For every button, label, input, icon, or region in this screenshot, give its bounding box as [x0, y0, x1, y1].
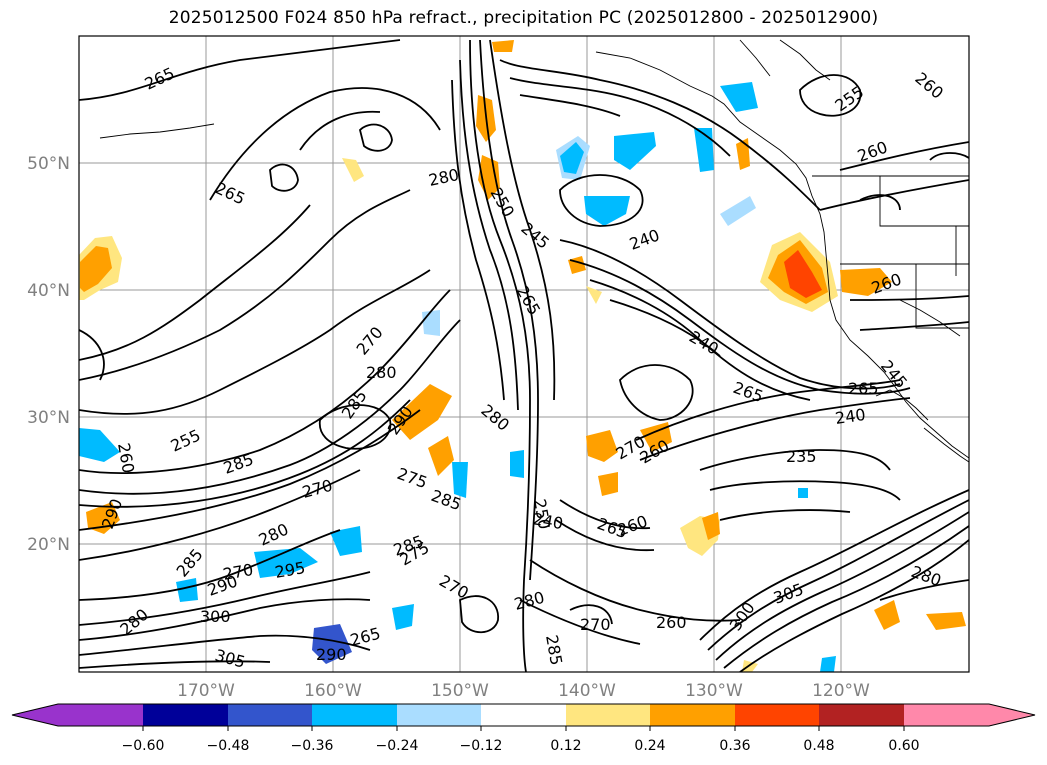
colorbar-segment [650, 704, 735, 726]
precip-patch [452, 462, 468, 498]
precip-patch [840, 268, 892, 296]
precip-patch [510, 450, 524, 478]
colorbar-segment [566, 704, 650, 726]
precip-patch [720, 196, 756, 226]
colorbar-segment [312, 704, 397, 726]
colorbar-tick-label: −0.36 [291, 738, 334, 754]
contour-label: 240 [834, 405, 867, 428]
colorbar-segment [228, 704, 312, 726]
contour-label: 265 [848, 379, 879, 398]
contour-label: 290 [316, 645, 347, 664]
colorbar-tick-label: 0.60 [888, 738, 919, 754]
lon-label: 120°W [812, 681, 870, 701]
lon-label: 170°W [177, 681, 235, 701]
precip-patch [80, 246, 112, 292]
lon-label: 140°W [558, 681, 616, 701]
contour-label: 270 [580, 615, 611, 634]
map-border [78, 35, 970, 673]
contour-label: 235 [786, 447, 817, 466]
precip-patch [492, 40, 514, 52]
precip-patch [342, 158, 364, 182]
precip-patch [422, 310, 440, 336]
colorbar-extend-low [12, 704, 58, 726]
colorbar-tick-label: 0.12 [550, 738, 581, 754]
precip-patch [586, 430, 618, 462]
precip-patch [702, 512, 720, 540]
lat-label: 50°N [27, 154, 70, 174]
precip-patch [614, 132, 656, 170]
precip-patch [874, 600, 900, 630]
colorbar-tick-label: −0.48 [207, 738, 250, 754]
contour-label: 280 [366, 363, 397, 382]
contour-label: 300 [200, 607, 231, 626]
colorbar-segment [904, 704, 989, 726]
precip-patch [798, 488, 808, 498]
colorbar-segment [143, 704, 228, 726]
colorbar-tick-label: −0.12 [460, 738, 503, 754]
lat-label: 30°N [27, 408, 70, 428]
precip-patch [598, 472, 618, 496]
lat-tick-labels: 50°N 40°N 30°N 20°N [27, 154, 70, 555]
lon-label: 160°W [304, 681, 362, 701]
colorbar-extend-high [989, 704, 1035, 726]
precip-patch [330, 526, 362, 556]
colorbar-tick-label: 0.24 [634, 738, 665, 754]
precip-patch [584, 196, 630, 226]
lon-label: 150°W [431, 681, 489, 701]
lon-tick-labels: 170°W 160°W 150°W 140°W 130°W 120°W [177, 681, 870, 701]
refractivity-contours [79, 39, 969, 672]
precip-patch [560, 142, 584, 174]
precip-shading [79, 40, 966, 672]
colorbar-segment [735, 704, 819, 726]
colorbar-outline [11, 703, 1036, 727]
precip-patch [926, 612, 966, 630]
precip-patch [392, 604, 414, 630]
map-title: 2025012500 F024 850 hPa refract., precip… [168, 8, 879, 28]
precip-patch [176, 578, 198, 602]
colorbar-segment [481, 704, 566, 726]
coastlines [99, 39, 969, 463]
precip-patch [586, 286, 602, 304]
precip-patch [720, 82, 758, 112]
precip-patch [784, 250, 822, 298]
colorbar-tick-label: 0.48 [803, 738, 834, 754]
precip-patch [254, 548, 318, 578]
colorbar-tick-label: 0.36 [719, 738, 750, 754]
lat-label: 20°N [27, 535, 70, 555]
precip-patch [820, 656, 836, 672]
colorbar-segment [58, 704, 143, 726]
contour-label: 260 [656, 613, 687, 632]
colorbar: −0.60 −0.48 −0.36 −0.24 −0.12 0.12 0.24 … [11, 703, 1036, 754]
precip-patch [640, 422, 672, 452]
precip-patch [79, 428, 120, 462]
colorbar-segment [819, 704, 904, 726]
precip-patch [312, 624, 352, 664]
precip-patch [392, 384, 452, 440]
precip-patch [694, 128, 714, 172]
colorbar-tick-label: −0.24 [376, 738, 419, 754]
colorbar-tick-label: −0.60 [122, 738, 165, 754]
lon-label: 130°W [685, 681, 743, 701]
lat-label: 40°N [27, 281, 70, 301]
colorbar-segment [397, 704, 481, 726]
precip-patch [428, 436, 454, 476]
